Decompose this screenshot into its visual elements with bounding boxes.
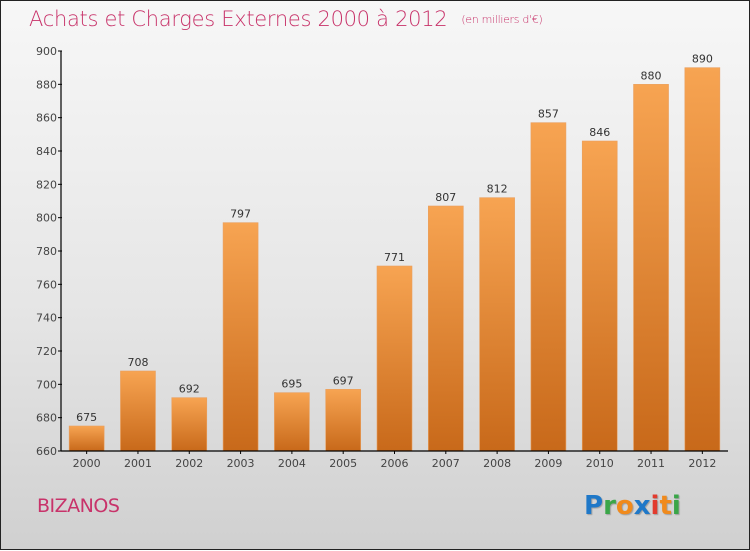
data-label-2003: 797 <box>230 208 251 221</box>
x-tick-label-2010: 2010 <box>586 457 614 470</box>
y-tick-label-660: 660 <box>36 445 57 458</box>
y-tick-label-900: 900 <box>36 45 57 58</box>
x-tick-label-2009: 2009 <box>534 457 562 470</box>
y-tick-label-740: 740 <box>36 312 57 325</box>
bar-2008 <box>479 197 515 452</box>
bars-group: 675 708 692 797 695 697 771 807 812 857 846 880 890 <box>68 53 721 452</box>
y-tick-label-840: 840 <box>36 145 57 158</box>
logo-letter: o <box>615 491 634 521</box>
x-tick-label-2005: 2005 <box>329 457 357 470</box>
data-label-2012: 890 <box>692 53 713 66</box>
x-tick-label-2001: 2001 <box>124 457 152 470</box>
bar-2002 <box>171 397 208 452</box>
y-tick-label-720: 720 <box>36 345 57 358</box>
y-tick-label-680: 680 <box>36 412 57 425</box>
location-label: BIZANOS <box>37 495 120 517</box>
x-tick-label-2007: 2007 <box>432 457 460 470</box>
chart-unit-subtitle: (en milliers d'€) <box>461 13 543 26</box>
chart-title-text: Achats et Charges Externes 2000 à 2012 <box>29 7 448 31</box>
data-label-2007: 807 <box>435 191 456 204</box>
y-tick-label-820: 820 <box>36 178 57 191</box>
chart-title: Achats et Charges Externes 2000 à 2012 (e… <box>29 7 543 31</box>
x-tick-label-2004: 2004 <box>278 457 306 470</box>
x-tick-label-2003: 2003 <box>227 457 255 470</box>
bar-2010 <box>581 140 618 452</box>
data-label-2008: 812 <box>487 183 508 196</box>
bar-2012 <box>684 67 721 452</box>
bar-2005 <box>325 389 361 452</box>
y-tick-label-800: 800 <box>36 212 57 225</box>
bar-2011 <box>633 84 669 452</box>
proxiti-logo[interactable]: Proxiti <box>584 491 681 521</box>
data-label-2009: 857 <box>538 108 559 121</box>
bar-2001 <box>120 370 156 452</box>
logo-letter: t <box>659 491 672 521</box>
bar-2000 <box>68 425 105 452</box>
logo-letter: P <box>584 491 604 521</box>
logo-letter: i <box>650 491 660 521</box>
y-tick-label-700: 700 <box>36 378 57 391</box>
data-label-2001: 708 <box>127 356 148 369</box>
x-tick-label-2006: 2006 <box>381 457 409 470</box>
data-label-2000: 675 <box>76 411 97 424</box>
y-tick-label-760: 760 <box>36 278 57 291</box>
bar-2003 <box>222 222 259 452</box>
axes-group: 2000 2001 2002 2003 2004 2005 2006 2007 2008 2009… <box>36 45 728 470</box>
x-tick-label-2000: 2000 <box>73 457 101 470</box>
bar-2004 <box>274 392 310 452</box>
logo-letter: r <box>603 491 616 521</box>
x-tick-label-2002: 2002 <box>175 457 203 470</box>
bar-2006 <box>376 265 413 452</box>
data-label-2006: 771 <box>384 251 405 264</box>
data-label-2011: 880 <box>641 69 662 82</box>
x-tick-label-2012: 2012 <box>688 457 716 470</box>
bar-2009 <box>530 122 567 452</box>
y-tick-label-880: 880 <box>36 78 57 91</box>
data-label-2010: 846 <box>589 126 610 139</box>
x-tick-label-2008: 2008 <box>483 457 511 470</box>
bar-2007 <box>428 205 464 452</box>
data-label-2004: 695 <box>281 378 302 391</box>
data-label-2005: 697 <box>333 374 354 387</box>
y-tick-label-860: 860 <box>36 112 57 125</box>
x-tick-label-2011: 2011 <box>637 457 665 470</box>
logo-letter: i <box>671 491 681 521</box>
data-label-2002: 692 <box>179 383 200 396</box>
y-tick-label-780: 780 <box>36 245 57 258</box>
logo-letter: x <box>633 491 651 521</box>
